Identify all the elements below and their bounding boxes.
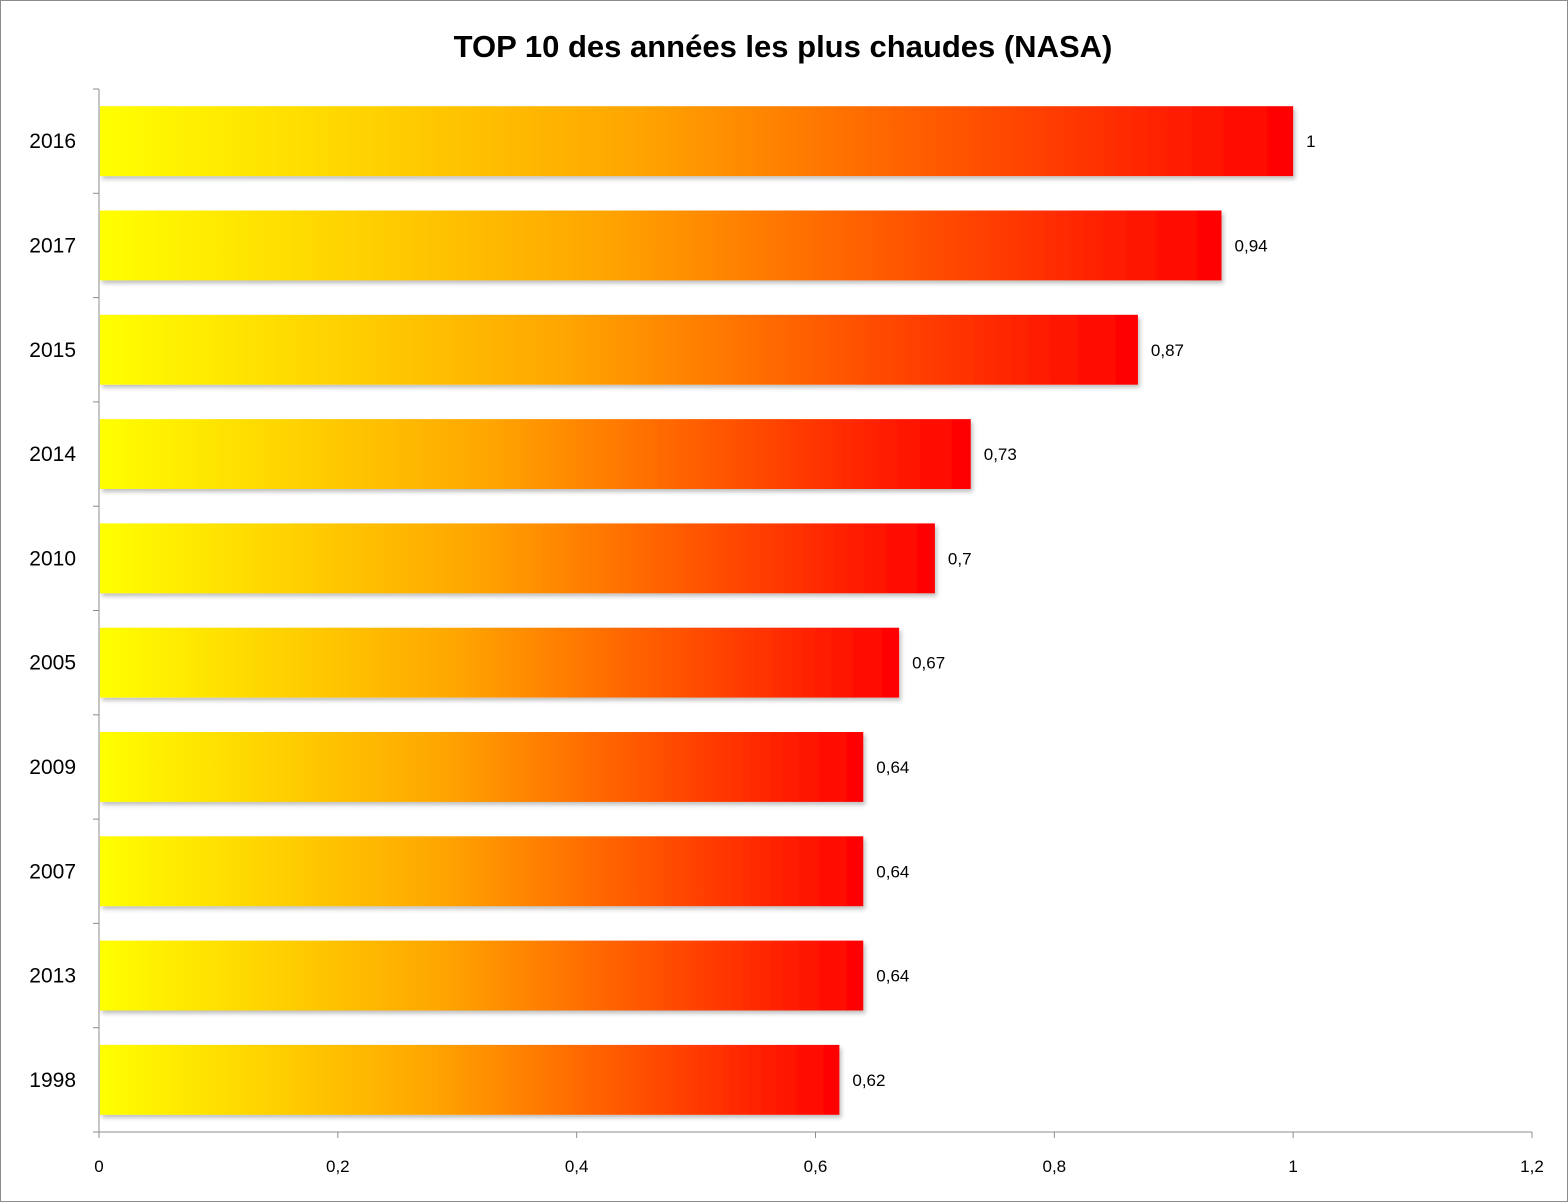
category-label-2009: 2009	[29, 756, 76, 779]
bar-2010	[100, 523, 935, 594]
bar-2007	[100, 836, 864, 907]
value-label-2014: 0,73	[984, 445, 1017, 464]
bar-2016	[100, 106, 1294, 177]
bar-2005	[100, 627, 900, 698]
category-label-2017: 2017	[29, 234, 76, 257]
category-label-2010: 2010	[29, 547, 76, 570]
category-label-2014: 2014	[29, 443, 76, 466]
bar-2014	[100, 419, 971, 489]
category-label-2013: 2013	[29, 965, 76, 988]
chart-title: TOP 10 des années les plus chaudes (NASA…	[454, 29, 1113, 64]
bar-2013	[100, 940, 864, 1011]
bar-2017	[100, 210, 1222, 281]
value-label-2016: 1	[1306, 132, 1315, 151]
x-tick-label: 0,4	[565, 1157, 589, 1176]
value-label-1998: 0,62	[852, 1071, 885, 1090]
bar-1998	[100, 1044, 840, 1115]
category-label-2016: 2016	[29, 130, 76, 153]
x-tick-label: 0,8	[1043, 1157, 1067, 1176]
value-label-2009: 0,64	[876, 758, 909, 777]
category-label-1998: 1998	[29, 1069, 76, 1092]
value-label-2015: 0,87	[1151, 341, 1184, 360]
x-tick-label: 1	[1288, 1157, 1297, 1176]
category-label-2005: 2005	[29, 652, 76, 675]
axes-layer: 0 0,2 0,4 0,6 0,8 1 1,2	[93, 88, 1544, 1176]
category-label-2007: 2007	[29, 860, 76, 883]
value-label-2005: 0,67	[912, 654, 945, 673]
value-label-2013: 0,64	[876, 967, 909, 986]
bars-layer: 2016 1 2017 0,94 2015 0,87 2014 0,73 2010 0,7 2005…	[29, 106, 1316, 1115]
value-label-2017: 0,94	[1235, 236, 1268, 255]
value-label-2010: 0,7	[948, 549, 972, 568]
bar-2009	[100, 732, 864, 802]
bar-2015	[100, 314, 1138, 385]
x-tick-label: 0,2	[326, 1157, 350, 1176]
x-tick-label: 0	[94, 1157, 103, 1176]
x-tick-label: 0,6	[804, 1157, 828, 1176]
value-label-2007: 0,64	[876, 862, 909, 881]
x-tick-label: 1,2	[1520, 1157, 1544, 1176]
category-label-2015: 2015	[29, 339, 76, 362]
